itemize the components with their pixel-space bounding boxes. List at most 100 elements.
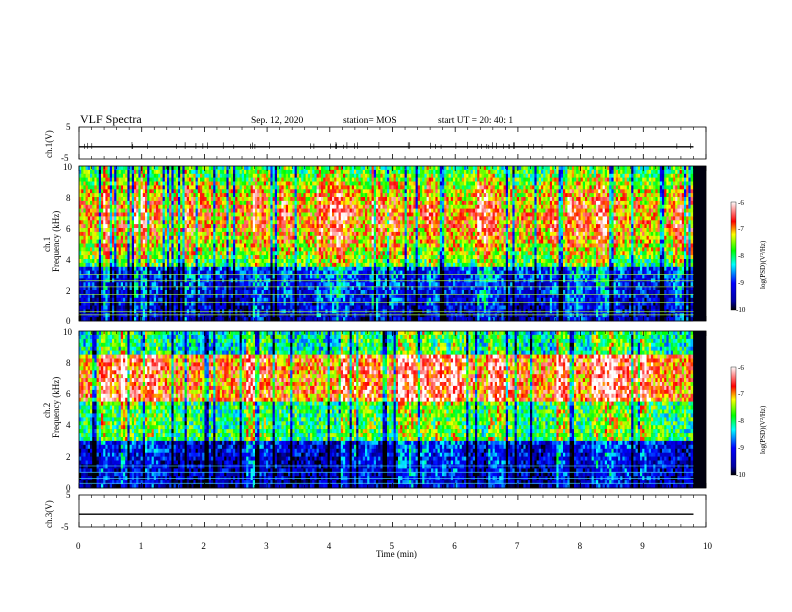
spec1-cell	[270, 212, 273, 217]
spec1-cell	[230, 282, 234, 287]
spec1-cell	[237, 259, 240, 264]
spec1-cell	[142, 301, 146, 306]
spec1-cell	[206, 255, 210, 260]
spec1-cell	[248, 266, 251, 271]
spec1-cell	[301, 224, 304, 229]
spec1-cell	[224, 293, 227, 299]
spec1-cell	[134, 224, 137, 229]
spec1-cell	[301, 317, 304, 322]
spec1-cell	[226, 169, 229, 175]
spec1-cell	[285, 259, 289, 264]
spec1-cell	[228, 255, 232, 260]
spec1-cell	[195, 305, 199, 310]
spec1-cell	[281, 185, 284, 190]
spec1-cell	[112, 185, 115, 190]
spec1-cell	[228, 173, 232, 178]
spec1-cell	[98, 212, 102, 217]
spec1-cell	[338, 220, 342, 225]
spec1-cell	[175, 185, 179, 190]
spec1-cell	[204, 251, 207, 256]
spec1-cell	[292, 166, 295, 171]
spec1-cell	[340, 193, 344, 198]
spec1-cell	[274, 313, 278, 318]
spec1-cell	[140, 305, 144, 310]
spec1-cell	[345, 301, 348, 306]
spec1-cell	[138, 208, 141, 213]
spec1-cell	[235, 239, 238, 244]
spec1-cell	[160, 290, 163, 295]
spec1-cell	[261, 177, 265, 182]
spec1-cell	[235, 255, 238, 260]
spec1-cell	[79, 247, 82, 252]
spec1-cell	[252, 255, 256, 260]
spec1-cell	[138, 313, 141, 318]
spec1-cell	[158, 290, 161, 295]
spec1-cell	[263, 251, 267, 256]
spec1-cell	[252, 286, 256, 291]
spec1-cell	[153, 169, 157, 175]
spec1-cell	[226, 185, 229, 190]
spec1-cell	[244, 204, 247, 209]
spec1-cell	[138, 204, 141, 209]
spec1-cell	[96, 286, 100, 291]
spec1-cell	[204, 204, 207, 209]
spec1-cell	[338, 169, 342, 175]
spec1-cell	[202, 247, 205, 252]
spec1-cell	[312, 266, 315, 271]
spec1-cell	[270, 243, 273, 248]
spec1-cell	[145, 216, 148, 221]
spec1-cell	[255, 251, 258, 256]
spec1-cell	[261, 185, 265, 190]
spec1-cell	[241, 197, 245, 202]
spec1-cell	[120, 200, 124, 206]
spec1-cell	[96, 317, 100, 322]
spec1-cell	[171, 266, 174, 271]
spec1-cell	[142, 255, 146, 260]
spec1-cell	[261, 204, 265, 209]
spec1-cell	[332, 274, 335, 279]
spec1-cell	[156, 239, 159, 244]
spec1-cell	[327, 266, 331, 271]
spec1-cell	[156, 193, 159, 198]
spec1-cell	[226, 224, 229, 229]
spec1-cell	[131, 259, 135, 264]
spec1-cell	[299, 228, 302, 233]
spec1-cell	[252, 251, 256, 256]
spec1-cell	[336, 216, 339, 221]
spec1-cell	[173, 301, 177, 306]
spec1-cell	[246, 185, 249, 190]
spec1-cell	[213, 231, 216, 237]
spec1-cell	[310, 193, 313, 198]
spec1-cell	[87, 169, 91, 175]
spec1-cell	[301, 169, 304, 175]
spec1-cell	[244, 286, 247, 291]
spec1-cell	[314, 262, 317, 268]
spec1-cell	[92, 270, 95, 275]
spec1-cell	[120, 313, 124, 318]
spec1-cell	[184, 243, 188, 248]
spec1-cell	[332, 290, 335, 295]
spec1-cell	[343, 282, 346, 287]
spec1-cell	[145, 181, 148, 186]
spec1-cell	[274, 266, 278, 271]
spec1-cell	[160, 228, 163, 233]
spec1-cell	[204, 208, 207, 213]
spec1-cell	[310, 243, 313, 248]
spec1-cell	[307, 247, 311, 252]
spec1-cell	[272, 235, 276, 240]
spec1-cell	[270, 239, 273, 244]
spec1-cell	[281, 220, 284, 225]
spec1-cell	[257, 177, 260, 182]
spec1-cell	[290, 177, 293, 182]
spec1-cell	[283, 231, 287, 237]
spec1-cell	[171, 197, 174, 202]
spec1-cell	[182, 259, 185, 264]
spec1-cell	[303, 286, 306, 291]
spec1-cell	[323, 243, 326, 248]
spec1-cell	[81, 169, 84, 175]
spec1-cell	[167, 293, 170, 299]
spec1-cell	[105, 262, 108, 268]
spec1-cell	[215, 173, 218, 178]
spec1-cell	[114, 290, 117, 295]
spec1-cell	[160, 305, 163, 310]
